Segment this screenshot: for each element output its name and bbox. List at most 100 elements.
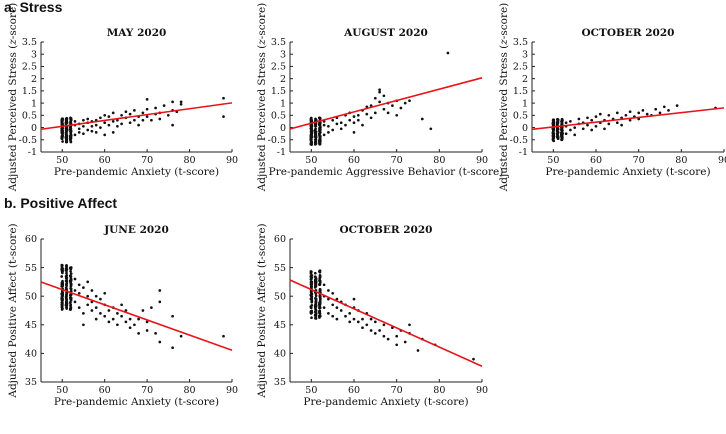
y-tick-label: -0.5 bbox=[19, 135, 37, 146]
data-point bbox=[344, 314, 347, 318]
data-point bbox=[382, 334, 386, 338]
y-tick-label: 3.5 bbox=[22, 37, 37, 48]
data-point bbox=[322, 283, 326, 287]
data-point bbox=[124, 320, 128, 324]
data-point bbox=[60, 275, 64, 278]
y-tick-label: 2 bbox=[280, 74, 286, 85]
data-point bbox=[429, 127, 433, 131]
data-point bbox=[61, 307, 64, 310]
x-tick-label: 80 bbox=[675, 155, 687, 166]
data-point bbox=[391, 104, 394, 107]
data-point bbox=[352, 297, 356, 301]
data-point bbox=[318, 116, 322, 120]
chart-title: OCTOBER 2020 bbox=[340, 224, 433, 236]
data-point bbox=[64, 267, 68, 271]
x-tick-label: 90 bbox=[476, 155, 488, 166]
data-point bbox=[309, 312, 313, 315]
y-tick-label: 0.5 bbox=[271, 111, 286, 122]
x-tick-label: 50 bbox=[56, 385, 68, 396]
data-point bbox=[90, 289, 94, 292]
regression-line bbox=[289, 77, 483, 130]
x-tick-label: 70 bbox=[141, 385, 153, 396]
data-point bbox=[556, 121, 560, 125]
data-point bbox=[65, 284, 68, 288]
data-point bbox=[65, 307, 68, 310]
data-point bbox=[310, 316, 313, 320]
data-point bbox=[145, 98, 149, 101]
data-point bbox=[318, 142, 322, 146]
data-point bbox=[309, 272, 313, 275]
x-tick-label: 50 bbox=[305, 155, 317, 166]
y-axis-label-part: -score) bbox=[498, 3, 510, 39]
data-point bbox=[369, 317, 373, 321]
data-point bbox=[556, 134, 560, 138]
x-tick-label: 60 bbox=[99, 385, 111, 396]
data-point bbox=[86, 128, 90, 132]
data-point bbox=[378, 100, 381, 104]
data-point bbox=[69, 129, 73, 133]
data-point bbox=[99, 126, 102, 129]
y-tick-label: 2.5 bbox=[22, 62, 37, 73]
data-point bbox=[69, 127, 73, 131]
data-points bbox=[60, 96, 225, 144]
data-point bbox=[310, 309, 314, 313]
data-point bbox=[560, 118, 564, 121]
x-tick-label: 90 bbox=[226, 385, 238, 396]
y-tick-label: 0 bbox=[280, 123, 286, 134]
data-point bbox=[373, 96, 377, 100]
data-point bbox=[607, 113, 611, 117]
data-point bbox=[373, 332, 377, 335]
data-point bbox=[99, 116, 102, 120]
data-point bbox=[378, 90, 381, 94]
x-tick-label: 60 bbox=[590, 155, 602, 166]
data-point bbox=[90, 309, 94, 312]
data-point bbox=[107, 320, 111, 324]
data-point bbox=[145, 115, 149, 118]
data-point bbox=[369, 116, 373, 120]
data-point bbox=[356, 118, 360, 122]
data-point bbox=[594, 115, 598, 118]
data-point bbox=[179, 334, 183, 338]
x-tick-label: 50 bbox=[305, 385, 317, 396]
data-point bbox=[590, 128, 594, 132]
data-point bbox=[314, 277, 318, 281]
data-point bbox=[318, 299, 322, 303]
data-point bbox=[607, 122, 611, 126]
data-point bbox=[309, 281, 313, 284]
data-point bbox=[137, 317, 140, 321]
data-point bbox=[403, 340, 407, 344]
chart-5: OCTOBER 2020 35 40 45 50 55 60 50 60 70 80 90 Pre-pa… bbox=[256, 223, 488, 408]
y-tick-label: 45 bbox=[274, 320, 286, 331]
data-point bbox=[335, 317, 339, 321]
data-point bbox=[654, 107, 658, 111]
data-point bbox=[313, 128, 317, 132]
data-point bbox=[133, 109, 136, 112]
y-tick-label: 35 bbox=[274, 377, 286, 388]
data-point bbox=[331, 314, 335, 318]
data-point bbox=[667, 109, 670, 112]
data-point bbox=[65, 281, 69, 285]
data-point bbox=[73, 300, 77, 304]
data-point bbox=[373, 111, 377, 115]
y-tick-label: -1 bbox=[28, 147, 37, 158]
data-point bbox=[352, 317, 356, 321]
data-point bbox=[77, 283, 81, 287]
chart-4: JUNE 2020 35 40 45 50 55 60 50 60 70 80 90 Pre-pande… bbox=[7, 223, 238, 408]
data-point bbox=[314, 306, 317, 309]
data-point bbox=[77, 131, 81, 134]
y-axis-label: Adjusted Perceived Stress (z-score) bbox=[256, 3, 268, 193]
data-point bbox=[420, 117, 424, 121]
data-point bbox=[73, 289, 77, 292]
data-point bbox=[124, 309, 128, 312]
data-point bbox=[64, 135, 68, 138]
y-axis-label-part: -score) bbox=[7, 3, 19, 39]
x-tick-label: 60 bbox=[99, 155, 111, 166]
y-tick-label: 3 bbox=[522, 49, 528, 60]
data-point bbox=[318, 287, 322, 291]
data-point bbox=[116, 323, 119, 327]
data-point bbox=[573, 133, 577, 137]
data-point bbox=[222, 334, 225, 338]
x-tick-label: 90 bbox=[226, 155, 238, 166]
x-tick-label: 80 bbox=[433, 155, 445, 166]
data-point bbox=[318, 136, 322, 140]
